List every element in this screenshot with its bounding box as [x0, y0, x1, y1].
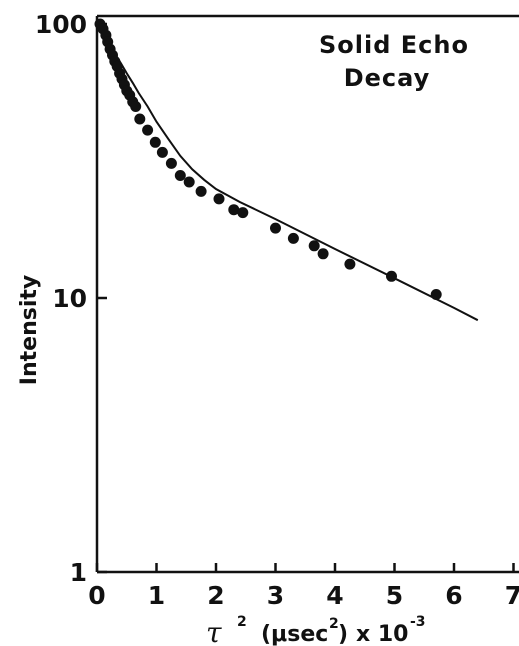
data-point — [213, 193, 225, 205]
data-point — [386, 270, 397, 282]
data-point — [183, 176, 195, 188]
x-label-power: 2 — [237, 614, 247, 630]
chart-title-line-1: Solid Echo — [319, 31, 469, 59]
x-tick-label: 1 — [148, 581, 165, 610]
y-tick-label: 100 — [35, 10, 87, 39]
data-point — [270, 222, 281, 234]
data-point — [156, 146, 168, 158]
x-tick-label: 7 — [505, 581, 519, 610]
x-label-unit-open: (μsec — [261, 622, 328, 646]
data-point — [308, 240, 320, 252]
x-label-symbol: τ — [206, 616, 222, 646]
x-label-unit-close: ) — [338, 622, 348, 646]
data-point — [174, 170, 186, 181]
x-label-scale: x 10 — [356, 622, 408, 646]
data-point — [344, 258, 356, 270]
data-point — [134, 113, 146, 125]
x-tick-label: 6 — [445, 581, 462, 610]
data-point — [195, 185, 207, 197]
data-point — [149, 136, 161, 148]
x-label-unit-power: 2 — [329, 616, 339, 632]
y-tick-label: 10 — [52, 284, 87, 313]
data-point — [430, 289, 442, 300]
x-tick-label: 0 — [88, 581, 105, 610]
axes — [95, 14, 519, 574]
y-axis-label: Intensity — [17, 275, 42, 385]
x-axis-label: τ 2 (μsec 2 ) x 10 -3 — [206, 614, 426, 646]
x-tick-label: 4 — [326, 581, 343, 610]
data-point — [228, 204, 240, 216]
x-tick-label: 5 — [386, 581, 403, 610]
data-point — [237, 207, 249, 219]
chart-title-line-2: Decay — [344, 64, 431, 92]
x-label-scale-power: -3 — [410, 614, 426, 630]
data-point — [130, 101, 142, 112]
data-point — [317, 248, 329, 260]
x-tick-label: 2 — [207, 581, 224, 610]
data-point — [142, 124, 154, 136]
y-ticks: 1 10 100 — [35, 10, 107, 587]
data-points — [94, 18, 442, 300]
x-ticks: 0 1 2 3 4 5 6 7 — [88, 563, 519, 610]
y-tick-label: 1 — [70, 558, 87, 587]
data-point — [165, 157, 177, 169]
x-tick-label: 3 — [267, 581, 284, 610]
data-point — [287, 232, 299, 244]
